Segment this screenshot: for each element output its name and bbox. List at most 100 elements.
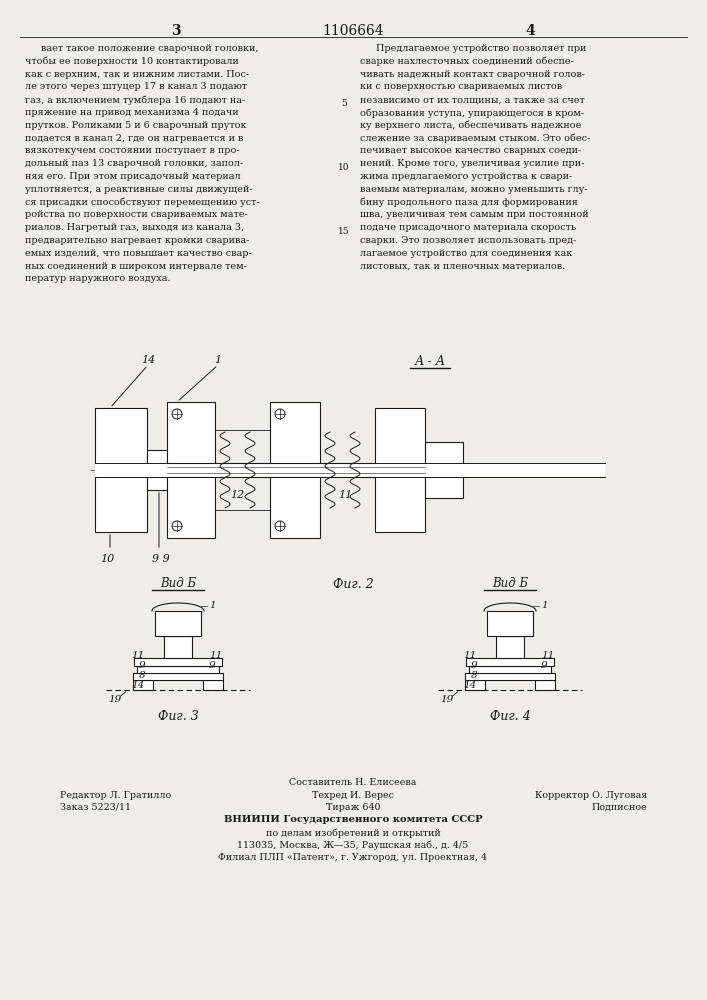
Text: ку верхнего листа, обеспечивать надежное: ку верхнего листа, обеспечивать надежное [360,121,581,130]
Text: подается в канал 2, где он нагревается и в: подается в канал 2, где он нагревается и… [25,134,243,143]
Text: Заказ 5223/11: Заказ 5223/11 [60,803,131,812]
Text: Вид Б: Вид Б [492,577,528,590]
Bar [465,673,555,680]
Text: Фиг. 3: Фиг. 3 [158,710,199,723]
Text: чивать надежный контакт сварочной голов-: чивать надежный контакт сварочной голов- [360,70,585,79]
Text: няя его. При этом присадочный материал: няя его. При этом присадочный материал [25,172,240,181]
Text: 9 9: 9 9 [152,554,170,564]
Text: 11: 11 [541,652,554,660]
Text: 11: 11 [132,652,145,660]
Text: 5: 5 [341,99,347,108]
Bar [164,636,192,658]
Text: ных соединений в широком интервале тем-: ных соединений в широком интервале тем- [25,262,247,271]
Text: уплотняется, а реактивные силы движущей-: уплотняется, а реактивные силы движущей- [25,185,252,194]
Text: 10: 10 [338,163,350,172]
Text: пряжение на привод механизма 4 подачи: пряжение на привод механизма 4 подачи [25,108,239,117]
Bar [203,680,223,690]
Text: Вид Б: Вид Б [160,577,196,590]
Text: ки с поверхностью свариваемых листов: ки с поверхностью свариваемых листов [360,82,562,91]
Bar [95,408,147,532]
Bar [425,442,463,498]
Text: листовых, так и пленочных материалов.: листовых, так и пленочных материалов. [360,262,565,271]
Text: емых изделий, что повышает качество свар-: емых изделий, что повышает качество свар… [25,249,252,258]
Text: 1: 1 [214,355,221,365]
Text: 9: 9 [541,662,548,670]
Text: ся присадки способствуют перемещению уст-: ся присадки способствуют перемещению уст… [25,198,259,207]
Text: Редактор Л. Гратилло: Редактор Л. Гратилло [60,790,171,800]
Text: шва, увеличивая тем самым при постоянной: шва, увеличивая тем самым при постоянной [360,210,589,219]
Text: образования уступа, упирающегося в кром-: образования уступа, упирающегося в кром- [360,108,584,117]
Circle shape [275,409,285,419]
Bar [95,463,605,477]
Text: 9: 9 [209,662,216,670]
Text: слежение за свариваемым стыком. Это обес-: слежение за свариваемым стыком. Это обес… [360,134,590,143]
Text: риалов. Нагретый газ, выходя из канала 3,: риалов. Нагретый газ, выходя из канала 3… [25,223,244,232]
Bar [147,450,167,490]
Bar [270,402,320,538]
Bar [466,658,554,666]
Text: бину продольного паза для формирования: бину продольного паза для формирования [360,198,578,207]
Bar [469,666,551,673]
Text: 14: 14 [132,680,145,690]
Text: вязкотекучем состоянии поступает в про-: вязкотекучем состоянии поступает в про- [25,146,240,155]
Bar [487,611,533,636]
Text: ваемым материалам, можно уменьшить глу-: ваемым материалам, можно уменьшить глу- [360,185,588,194]
Text: 19: 19 [440,695,453,704]
Circle shape [172,521,182,531]
Text: 15: 15 [338,227,350,236]
Text: сварки. Это позволяет использовать пред-: сварки. Это позволяет использовать пред- [360,236,576,245]
Bar [465,680,485,690]
Text: Фиг. 4: Фиг. 4 [490,710,530,723]
Text: Подписное: Подписное [591,803,647,812]
Text: 11: 11 [209,652,222,660]
Text: Предлагаемое устройство позволяет при: Предлагаемое устройство позволяет при [376,44,586,53]
Text: Техред И. Верес: Техред И. Верес [312,790,394,800]
Text: 8: 8 [470,670,477,680]
Text: 3: 3 [171,24,181,38]
Text: А - А: А - А [414,355,445,368]
Text: подаче присадочного материала скорость: подаче присадочного материала скорость [360,223,576,232]
Text: вает такое положение сварочной головки,: вает такое положение сварочной головки, [41,44,259,53]
Text: дольный паз 13 сварочной головки, запол-: дольный паз 13 сварочной головки, запол- [25,159,243,168]
Text: 1: 1 [209,601,216,610]
Text: 19: 19 [108,695,121,704]
Text: ле этого через штуцер 17 в канал 3 подают: ле этого через штуцер 17 в канал 3 подаю… [25,82,247,91]
Text: печивает высокое качество сварных соеди-: печивает высокое качество сварных соеди- [360,146,581,155]
Text: 113035, Москва, Ж—35, Раушская наб., д. 4/5: 113035, Москва, Ж—35, Раушская наб., д. … [238,840,469,850]
Text: жима предлагаемого устройства к свари-: жима предлагаемого устройства к свари- [360,172,572,181]
Text: Составитель Н. Елисеева: Составитель Н. Елисеева [289,778,416,787]
Bar [155,611,201,636]
Text: нений. Кроме того, увеличивая усилие при-: нений. Кроме того, увеличивая усилие при… [360,159,585,168]
Text: 14: 14 [141,355,155,365]
Bar [375,408,425,532]
Bar [496,636,524,658]
Text: 1: 1 [541,601,548,610]
Bar [134,658,222,666]
Text: 11: 11 [338,490,352,500]
Text: 1106664: 1106664 [322,24,384,38]
Bar [133,680,153,690]
Text: прутков. Роликами 5 и 6 сварочный пруток: прутков. Роликами 5 и 6 сварочный пруток [25,121,247,130]
Circle shape [172,409,182,419]
Bar [535,680,555,690]
Bar [133,673,223,680]
Text: газ, а включением тумблера 16 подают на-: газ, а включением тумблера 16 подают на- [25,95,245,105]
Text: Фиг. 2: Фиг. 2 [332,578,373,591]
Text: 10: 10 [100,554,115,564]
Text: Тираж 640: Тираж 640 [326,803,380,812]
Text: 4: 4 [525,24,535,38]
Text: как с верхним, так и нижним листами. Пос-: как с верхним, так и нижним листами. Пос… [25,70,249,79]
Text: по делам изобретений и открытий: по делам изобретений и открытий [266,828,440,838]
Text: 9: 9 [470,662,477,670]
Text: Филиал ПЛП «Патент», г. Ужгород, ул. Проектная, 4: Филиал ПЛП «Патент», г. Ужгород, ул. Про… [218,853,488,862]
Text: 8: 8 [139,670,145,680]
Circle shape [275,521,285,531]
Text: лагаемое устройство для соединения как: лагаемое устройство для соединения как [360,249,572,258]
Text: 11: 11 [464,652,477,660]
Text: ператур наружного воздуха.: ператур наружного воздуха. [25,274,170,283]
Text: сварке нахлесточных соединений обеспе-: сварке нахлесточных соединений обеспе- [360,57,574,66]
Text: чтобы ее поверхности 10 контактировали: чтобы ее поверхности 10 контактировали [25,57,239,66]
Text: предварительно нагревает кромки сварива-: предварительно нагревает кромки сварива- [25,236,250,245]
Bar [137,666,219,673]
Text: Корректор О. Луговая: Корректор О. Луговая [534,790,647,800]
